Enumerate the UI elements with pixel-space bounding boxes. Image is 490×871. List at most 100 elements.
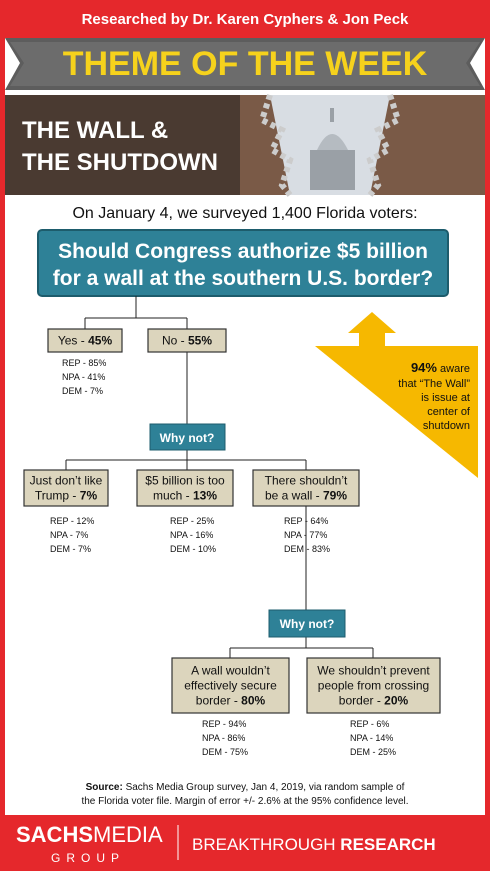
answer-text: No - 55% [162, 334, 212, 348]
title-line: THE SHUTDOWN [22, 149, 218, 176]
answer-box [147, 328, 227, 353]
answer-pct: 13% [193, 489, 217, 503]
breakdown: DEM - 7% [62, 386, 103, 396]
callout-text: aware [437, 363, 470, 375]
callout-line: center of [427, 406, 471, 418]
answer-label: A wall wouldn’t [191, 664, 270, 678]
answer-label: Trump - [35, 489, 80, 503]
breakdown: NPA - 16% [170, 530, 213, 540]
callout-pct: 94% [411, 360, 437, 375]
answer-text: A wall wouldn’t [191, 664, 270, 678]
callout-line: 94% aware [411, 360, 470, 375]
breakdown: REP - 85% [62, 358, 106, 368]
answer-label: Yes - [58, 334, 88, 348]
answer-pct: 20% [384, 694, 408, 708]
answer-label: $5 billion is too [145, 474, 225, 488]
why-not-box [149, 423, 226, 451]
answer-label: No - [162, 334, 188, 348]
breakdown: DEM - 83% [284, 544, 330, 554]
tagline: BREAKTHROUGH RESEARCH [192, 835, 436, 854]
capitol-base [310, 150, 355, 190]
answer-pct: 7% [80, 489, 98, 503]
zipper-right [366, 94, 402, 197]
answer-text: be a wall - 79% [265, 489, 347, 503]
brand-media: MEDIA [93, 822, 163, 847]
capitol-dome [317, 134, 348, 150]
answer-box [136, 469, 234, 507]
brand-sachs: SACHS [16, 822, 93, 847]
answer-label: people from crossing [318, 679, 429, 693]
breakdown: REP - 25% [170, 516, 214, 526]
answer-text: border - 20% [339, 694, 409, 708]
answer-pct: 45% [88, 334, 112, 348]
breakdown: DEM - 25% [350, 747, 396, 757]
connectors [65, 296, 374, 658]
banner-inner [10, 42, 480, 86]
credit: Researched by Dr. Karen Cyphers & Jon Pe… [82, 11, 409, 28]
breakdown: REP - 6% [350, 719, 389, 729]
brand-group: GROUP [51, 851, 125, 865]
answer-text: border - 80% [196, 694, 266, 708]
answer-label: effectively secure [184, 679, 277, 693]
breakdown: DEM - 75% [202, 747, 248, 757]
capitol-spire [330, 108, 334, 122]
answer-label: We shouldn’t prevent [317, 664, 430, 678]
question-line: for a wall at the southern U.S. border? [53, 267, 433, 290]
source-text: Sachs Media Group survey, Jan 4, 2019, v… [123, 782, 405, 793]
why-not: Why not? [160, 431, 215, 445]
answer-box [23, 469, 109, 507]
tagline-b: RESEARCH [340, 835, 435, 854]
answer-text: Trump - 7% [35, 489, 98, 503]
breakdown: DEM - 7% [50, 544, 91, 554]
answer-text: effectively secure [184, 679, 277, 693]
answer-text: people from crossing [318, 679, 429, 693]
callout-line: shutdown [423, 420, 470, 432]
answer-box [306, 657, 441, 714]
intro: On January 4, we surveyed 1,400 Florida … [72, 205, 417, 222]
answer-text: There shouldn’t [265, 474, 348, 488]
callout-arrow [348, 312, 396, 346]
answer-text: Just don’t like [30, 474, 103, 488]
breakdown: REP - 64% [284, 516, 328, 526]
answer-box [252, 469, 360, 507]
answer-pct: 55% [188, 334, 212, 348]
breakdown: NPA - 14% [350, 733, 393, 743]
source: Source: Sachs Media Group survey, Jan 4,… [86, 782, 405, 793]
brand: SACHSMEDIA [16, 822, 163, 847]
answer-label: border - [196, 694, 241, 708]
answer-text: $5 billion is too [145, 474, 225, 488]
breakdown: NPA - 77% [284, 530, 327, 540]
why-not: Why not? [280, 617, 335, 631]
callout-line: is issue at [421, 392, 470, 404]
answer-pct: 79% [323, 489, 347, 503]
answer-text: We shouldn’t prevent [317, 664, 430, 678]
answer-label: border - [339, 694, 384, 708]
answer-label: There shouldn’t [265, 474, 348, 488]
breakdown: DEM - 10% [170, 544, 216, 554]
source-text: the Florida voter file. Margin of error … [81, 796, 408, 807]
breakdown: NPA - 86% [202, 733, 245, 743]
breakdown: NPA - 41% [62, 372, 105, 382]
question-box [37, 229, 449, 297]
breakdown: REP - 94% [202, 719, 246, 729]
answer-box [47, 328, 123, 353]
source-label: Source: [86, 782, 123, 793]
title-line: THE WALL & [22, 117, 168, 144]
answer-pct: 80% [241, 694, 265, 708]
answer-label: much - [153, 489, 193, 503]
zipper-left [258, 94, 294, 197]
breakdown: REP - 12% [50, 516, 94, 526]
answer-label: Just don’t like [30, 474, 103, 488]
callout-triangle [315, 346, 478, 478]
tagline-a: BREAKTHROUGH [192, 835, 340, 854]
answer-text: much - 13% [153, 489, 217, 503]
callout-line: that “The Wall” [398, 378, 470, 390]
answer-box [171, 657, 290, 714]
breakdown: NPA - 7% [50, 530, 88, 540]
banner-text: THEME OF THE WEEK [63, 45, 428, 83]
question-line: Should Congress authorize $5 billion [58, 240, 428, 263]
why-not-box [268, 609, 346, 638]
answer-label: be a wall - [265, 489, 323, 503]
answer-text: Yes - 45% [58, 334, 113, 348]
